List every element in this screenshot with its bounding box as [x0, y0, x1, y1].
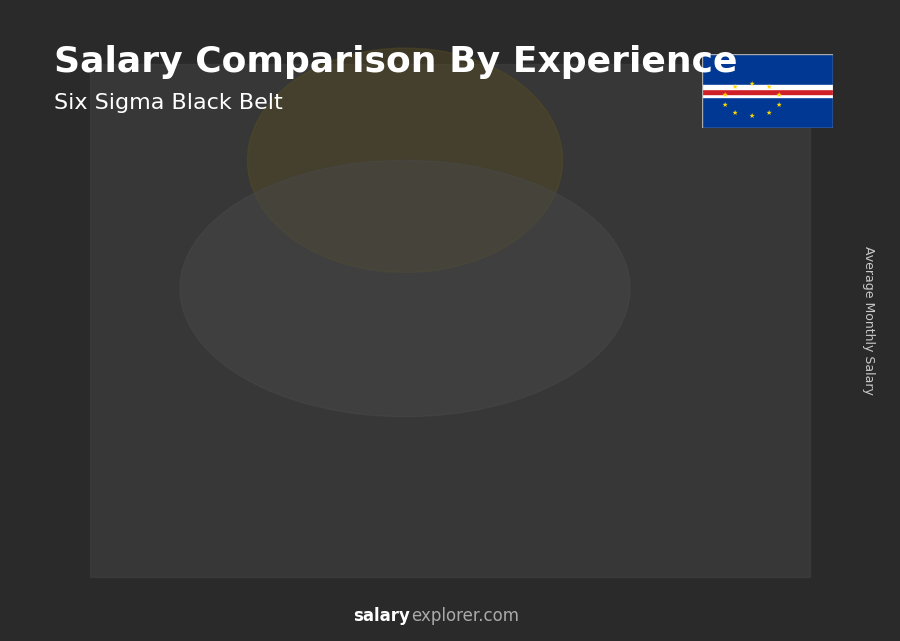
Bar	[702, 54, 832, 91]
Bar	[335, 424, 413, 564]
Text: +nan%: +nan%	[359, 357, 469, 385]
Bar	[85, 528, 170, 529]
Text: ★: ★	[732, 84, 738, 90]
Text: ★: ★	[776, 102, 782, 108]
Bar	[85, 529, 162, 564]
Bar	[162, 529, 170, 564]
Text: explorer.com: explorer.com	[411, 607, 519, 625]
Text: ★: ★	[721, 102, 727, 108]
Text: +nan%: +nan%	[234, 427, 344, 455]
Ellipse shape	[248, 48, 562, 272]
Bar	[210, 494, 288, 564]
Text: Six Sigma Black Belt: Six Sigma Black Belt	[54, 93, 283, 113]
Bar	[585, 313, 670, 318]
Bar	[788, 283, 796, 564]
Text: 0 CVE: 0 CVE	[476, 369, 522, 384]
Text: ★: ★	[765, 84, 771, 90]
Bar	[538, 388, 545, 564]
Text: ★: ★	[776, 92, 782, 98]
Text: +nan%: +nan%	[484, 322, 594, 349]
Text: ★: ★	[721, 92, 727, 98]
Text: salary: salary	[353, 607, 410, 625]
Text: 0 CVE: 0 CVE	[602, 299, 647, 314]
Text: 0 CVE: 0 CVE	[101, 510, 146, 525]
Text: ★: ★	[765, 110, 771, 116]
Bar	[585, 318, 663, 564]
Text: ★: ★	[732, 110, 738, 116]
Bar	[210, 492, 295, 494]
Text: 0 CVE: 0 CVE	[727, 263, 772, 279]
Bar	[335, 421, 420, 424]
Text: Salary Comparison By Experience: Salary Comparison By Experience	[54, 45, 737, 79]
Ellipse shape	[180, 160, 630, 417]
Bar	[711, 283, 788, 564]
Bar	[288, 494, 295, 564]
Text: 0 CVE: 0 CVE	[226, 474, 271, 490]
Bar	[702, 85, 832, 89]
Bar	[702, 97, 832, 128]
Bar	[460, 388, 538, 564]
Bar	[90, 64, 810, 577]
Text: +nan%: +nan%	[609, 251, 719, 279]
Bar	[702, 89, 832, 94]
Text: 0 CVE: 0 CVE	[351, 404, 397, 419]
Text: ★: ★	[749, 81, 755, 87]
Bar	[711, 278, 796, 283]
Text: ★: ★	[749, 113, 755, 119]
Bar	[702, 94, 832, 97]
Bar	[413, 424, 420, 564]
Bar	[663, 318, 670, 564]
Bar	[460, 385, 545, 388]
Text: +nan%: +nan%	[109, 466, 219, 494]
Text: Average Monthly Salary: Average Monthly Salary	[862, 246, 875, 395]
